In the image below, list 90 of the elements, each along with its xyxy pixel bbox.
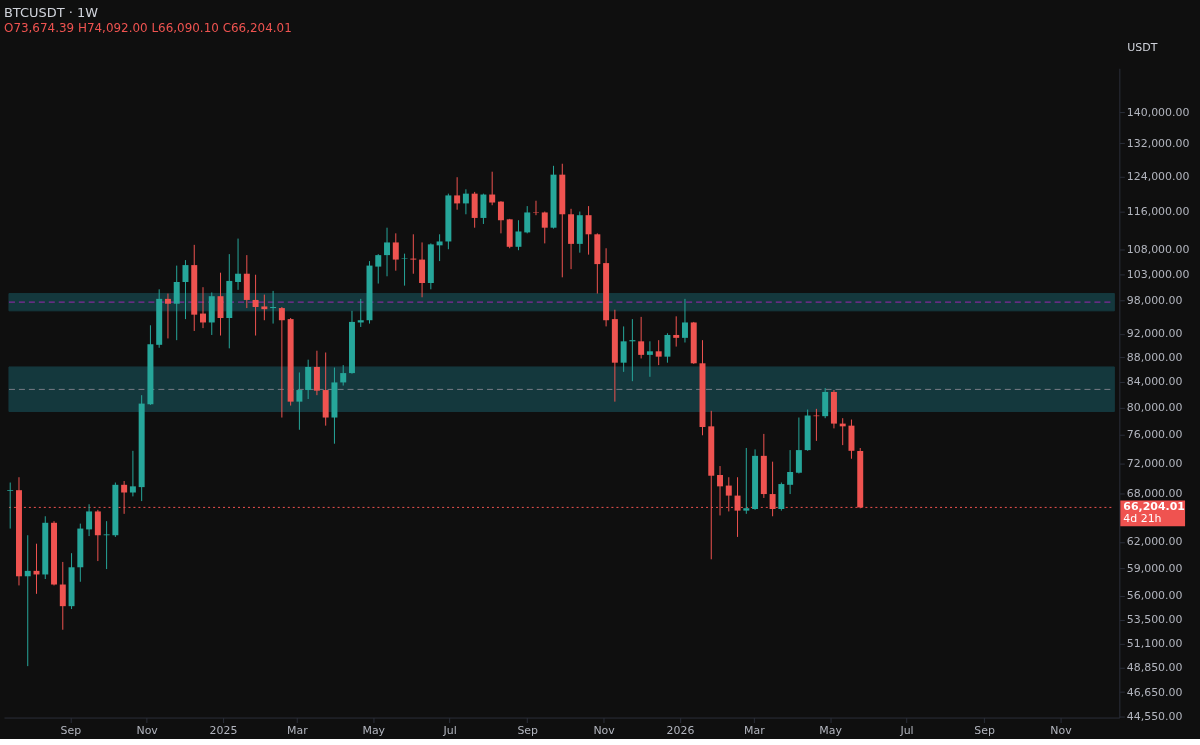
candlestick (340, 364, 347, 387)
y-tick-label: 72,000.00 (1126, 456, 1183, 470)
candlestick (86, 503, 93, 537)
candlestick (489, 171, 496, 206)
candlestick (419, 241, 426, 298)
x-tick-label: Nov (1050, 723, 1073, 737)
candlestick (524, 205, 531, 234)
candlestick (375, 253, 382, 285)
y-tick-label: 132,000.00 (1126, 136, 1190, 150)
ref-line-label: 66,204.01 (1123, 500, 1185, 514)
candlestick (664, 332, 671, 364)
candlestick (620, 325, 627, 373)
candlestick (217, 272, 224, 337)
y-tick-label: 116,000.00 (1126, 205, 1190, 219)
x-tick-label: Jul (899, 723, 914, 737)
y-tick-label: 44,550.00 (1126, 709, 1183, 723)
y-tick-label: 62,000.00 (1126, 535, 1183, 549)
candlestick (480, 193, 487, 225)
y-tick-label: 124,000.00 (1126, 169, 1190, 183)
candlestick (129, 450, 136, 497)
y-tick-label: 88,000.00 (1126, 350, 1183, 364)
text: USDT (1127, 41, 1158, 55)
candlestick (681, 298, 688, 343)
y-tick-label: 98,000.00 (1126, 293, 1183, 307)
y-tick-label: 68,000.00 (1126, 486, 1183, 500)
candlestick (533, 200, 539, 216)
candlestick (410, 233, 417, 275)
candlestick (673, 315, 680, 348)
x-tick-label: Jul (442, 723, 457, 737)
candlestick (384, 227, 391, 277)
candlestick (541, 211, 548, 244)
x-tick-label: 2025 (209, 723, 238, 737)
candlestick (313, 350, 320, 396)
candlestick (401, 253, 408, 287)
candlestick (24, 534, 31, 667)
y-tick-label: 103,000.00 (1126, 267, 1190, 281)
candlestick (787, 449, 794, 495)
x-tick-label: Mar (287, 723, 309, 737)
chart-title: BTCUSDT · 1W (3, 5, 99, 21)
x-tick-label: Sep (517, 723, 539, 737)
candlestick (173, 265, 180, 341)
candlestick (182, 259, 189, 320)
y-tick-label: 108,000.00 (1126, 242, 1190, 256)
candlestick (638, 316, 645, 359)
x-tick-label: Nov (136, 723, 159, 737)
candlestick (497, 200, 504, 234)
x-tick-label: Sep (974, 723, 996, 737)
candlestick (261, 294, 268, 321)
candlestick (94, 509, 101, 562)
y-tick-label: 59,000.00 (1126, 561, 1183, 575)
candlestick (200, 286, 206, 329)
x-tick-label: Mar (744, 723, 766, 737)
chart-subtitle: O73,674.39 H74,092.00 L66,090.10 C66,204.01 (3, 21, 292, 36)
candlestick (717, 465, 724, 516)
y-tick-label: 92,000.00 (1126, 327, 1183, 341)
y-tick-label: 80,000.00 (1126, 401, 1183, 415)
x-tick-label: Nov (593, 723, 616, 737)
y-tick-label: 53,500.00 (1126, 613, 1183, 627)
candlestick (296, 371, 303, 431)
candlestick (392, 232, 399, 272)
candlestick (357, 298, 364, 328)
x-tick-label: May (819, 723, 843, 737)
y-tick-label: 84,000.00 (1126, 375, 1183, 389)
candlestick (305, 359, 312, 400)
y-tick-label: 46,650.00 (1126, 685, 1183, 699)
candlestick (7, 482, 14, 530)
candlestick (59, 561, 66, 631)
y-tick-label: 56,000.00 (1126, 589, 1183, 603)
candlestick (743, 447, 750, 515)
candlestick (646, 340, 653, 378)
candlestick (515, 219, 522, 251)
y-tick-label: 48,850.00 (1126, 661, 1183, 675)
candlestick (164, 293, 171, 339)
candlestick (795, 417, 802, 474)
candlestick (454, 176, 461, 211)
candlestick (655, 339, 662, 366)
x-tick-label: May (362, 723, 386, 737)
candlestick (252, 274, 259, 337)
text: 4d 21h (1123, 512, 1162, 526)
x-tick-label: Sep (60, 723, 82, 737)
candlestick (436, 233, 443, 262)
candlestick (585, 205, 592, 256)
candlestick (278, 306, 285, 419)
y-tick-label: 140,000.00 (1126, 105, 1190, 119)
y-tick-label: 51,100.00 (1126, 637, 1183, 651)
candlestick (103, 520, 110, 570)
candlestick (462, 188, 469, 215)
x-tick-label: 2026 (666, 723, 695, 737)
y-tick-label: 76,000.00 (1126, 428, 1183, 442)
candlestick (235, 238, 242, 291)
